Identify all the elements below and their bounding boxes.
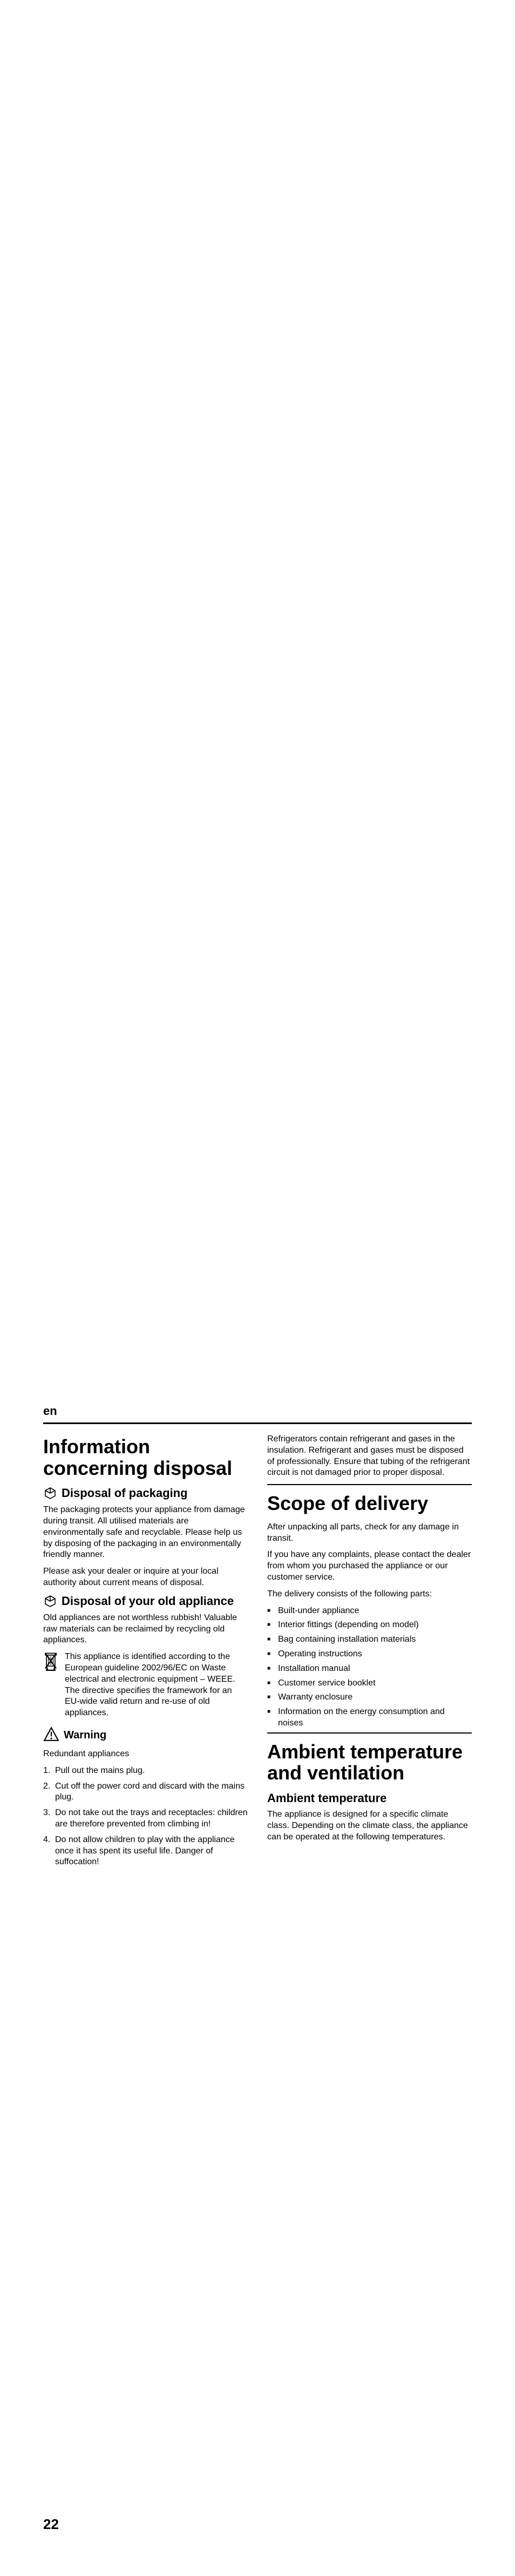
scope-text-2: If you have any complaints, please conta… <box>267 1549 472 1583</box>
warning-icon <box>43 1727 59 1744</box>
scope-text-3: The delivery consists of the following p… <box>267 1589 472 1600</box>
disposal-title: Information concerning disposal <box>43 1436 248 1479</box>
scope-item: Bag containing installation materials <box>267 1634 472 1646</box>
ambient-text: The appliance is designed for a specific… <box>267 1809 472 1843</box>
old-appliance-heading: Disposal of your old appliance <box>62 1594 234 1608</box>
packaging-text-1: The packaging protects your appliance fr… <box>43 1505 248 1561</box>
weee-row: This appliance is identified according t… <box>43 1651 248 1719</box>
scope-item: Information on the energy consumption an… <box>267 1707 472 1729</box>
weee-icon <box>43 1651 59 1719</box>
scope-item: Installation manual <box>267 1663 472 1675</box>
page: en Information concerning disposal Dispo… <box>0 0 515 2576</box>
scope-text-1: After unpacking all parts, check for any… <box>267 1522 472 1545</box>
warning-list: Pull out the mains plug. Cut off the pow… <box>43 1765 248 1868</box>
column-left: Information concerning disposal Disposal… <box>43 1434 248 1872</box>
disposal-icon <box>43 1486 57 1500</box>
packaging-heading: Disposal of packaging <box>62 1486 188 1500</box>
top-rule <box>43 1422 472 1424</box>
section-rule <box>267 1484 472 1485</box>
scope-item: Interior fittings (depending on model) <box>267 1620 472 1631</box>
warning-heading-row: Warning <box>43 1727 248 1744</box>
scope-title: Scope of delivery <box>267 1493 472 1514</box>
weee-text: This appliance is identified according t… <box>65 1651 248 1719</box>
scope-item: Warranty enclosure <box>267 1692 472 1703</box>
old-appliance-text: Old appliances are not worthless rubbish… <box>43 1613 248 1646</box>
warning-item: Pull out the mains plug. <box>43 1765 248 1777</box>
warning-label: Warning <box>64 1729 106 1742</box>
content-area: en Information concerning disposal Dispo… <box>0 1404 515 1872</box>
section-rule <box>267 1732 472 1734</box>
ambient-title: Ambient temperature and ventilation <box>267 1741 472 1784</box>
warning-intro: Redundant appliances <box>43 1749 248 1760</box>
page-number: 22 <box>43 2516 59 2533</box>
disposal-icon <box>43 1594 57 1608</box>
scope-item: Operating instructions <box>267 1649 472 1660</box>
packaging-text-2: Please ask your dealer or inquire at you… <box>43 1566 248 1589</box>
language-label: en <box>43 1404 472 1418</box>
warning-item: Do not allow children to play with the a… <box>43 1835 248 1868</box>
refrigerant-text: Refrigerators contain refrigerant and ga… <box>267 1434 472 1479</box>
column-right: Refrigerators contain refrigerant and ga… <box>267 1434 472 1872</box>
scope-item: Built-under appliance <box>267 1606 472 1617</box>
scope-item: Customer service booklet <box>267 1678 472 1689</box>
scope-list: Built-under appliance Interior fittings … <box>267 1606 472 1729</box>
warning-item: Do not take out the trays and receptacle… <box>43 1808 248 1830</box>
ambient-sub-heading: Ambient temperature <box>267 1791 472 1805</box>
warning-item: Cut off the power cord and discard with … <box>43 1781 248 1804</box>
packaging-heading-row: Disposal of packaging <box>43 1486 248 1500</box>
old-appliance-heading-row: Disposal of your old appliance <box>43 1594 248 1608</box>
two-column-layout: Information concerning disposal Disposal… <box>43 1434 472 1872</box>
